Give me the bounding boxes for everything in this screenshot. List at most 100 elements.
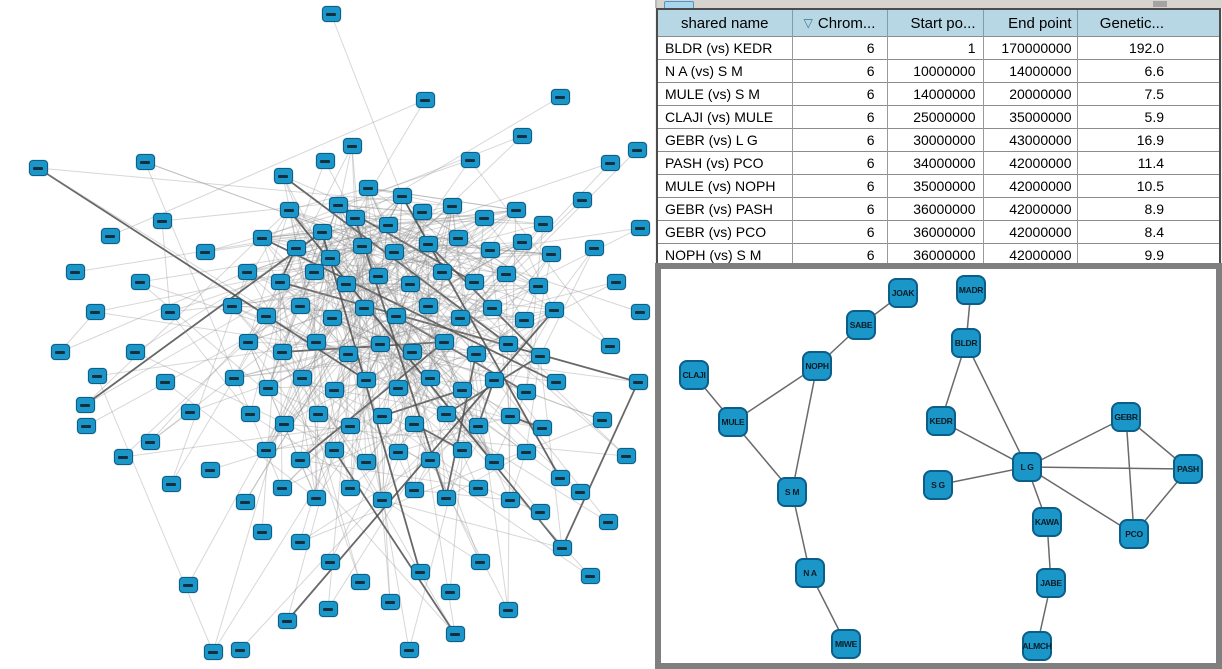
network-node[interactable] (415, 92, 435, 108)
network-node[interactable] (452, 442, 472, 458)
network-node[interactable] (460, 152, 480, 168)
network-node[interactable] (324, 382, 344, 398)
network-node[interactable] (600, 338, 620, 354)
tab-fragment[interactable] (664, 1, 694, 8)
network-node[interactable] (256, 308, 276, 324)
network-node[interactable] (514, 312, 534, 328)
network-node[interactable] (237, 264, 257, 280)
network-node[interactable] (203, 644, 223, 660)
network-node[interactable] (530, 348, 550, 364)
network-node[interactable] (345, 210, 365, 226)
table-row[interactable]: CLAJI (vs) MULE 6 25000000 35000000 5.9 (657, 105, 1220, 129)
network-node[interactable] (402, 344, 422, 360)
network-node[interactable] (277, 613, 297, 629)
column-header-shared-name[interactable]: shared name (657, 9, 792, 37)
network-node-claji[interactable]: CLAJI (679, 360, 709, 390)
network-node[interactable] (418, 298, 438, 314)
network-node[interactable] (434, 334, 454, 350)
network-node[interactable] (420, 452, 440, 468)
table-row[interactable]: N A (vs) S M 6 10000000 14000000 6.6 (657, 59, 1220, 83)
table-row[interactable]: BLDR (vs) KEDR 6 1 170000000 192.0 (657, 36, 1220, 60)
network-node[interactable] (238, 334, 258, 350)
network-node[interactable] (418, 236, 438, 252)
network-node[interactable] (436, 406, 456, 422)
network-node[interactable] (388, 444, 408, 460)
network-node[interactable] (380, 594, 400, 610)
scrollbar-fragment[interactable] (1153, 1, 1167, 7)
network-node[interactable] (272, 344, 292, 360)
network-node-jabe[interactable]: JABE (1036, 568, 1066, 598)
network-node[interactable] (550, 89, 570, 105)
network-node[interactable] (400, 276, 420, 292)
network-node[interactable] (350, 574, 370, 590)
network-node[interactable] (630, 304, 650, 320)
network-node[interactable] (312, 224, 332, 240)
network-node[interactable] (290, 452, 310, 468)
network-node[interactable] (308, 406, 328, 422)
network-node[interactable] (65, 264, 85, 280)
network-node[interactable] (320, 250, 340, 266)
network-node[interactable] (338, 346, 358, 362)
network-node-miwe[interactable]: MIWE (831, 629, 861, 659)
network-node[interactable] (370, 336, 390, 352)
network-node[interactable] (500, 408, 520, 424)
network-node[interactable] (322, 310, 342, 326)
network-node-l-g[interactable]: L G (1012, 452, 1042, 482)
network-node[interactable] (160, 304, 180, 320)
network-node[interactable] (235, 494, 255, 510)
network-node[interactable] (442, 198, 462, 214)
network-node[interactable] (450, 310, 470, 326)
network-node-kedr[interactable]: KEDR (926, 406, 956, 436)
network-node[interactable] (354, 300, 374, 316)
network-node[interactable] (100, 228, 120, 244)
table-row[interactable]: GEBR (vs) PASH 6 36000000 42000000 8.9 (657, 197, 1220, 221)
network-node[interactable] (358, 180, 378, 196)
network-node[interactable] (606, 274, 626, 290)
network-node[interactable] (410, 564, 430, 580)
network-node[interactable] (440, 584, 460, 600)
network-node[interactable] (328, 197, 348, 213)
network-node[interactable] (468, 480, 488, 496)
network-node[interactable] (378, 217, 398, 233)
table-row[interactable]: NOPH (vs) S M 6 36000000 42000000 9.9 (657, 243, 1220, 267)
network-node[interactable] (570, 484, 590, 500)
network-node[interactable] (550, 470, 570, 486)
table-row[interactable]: PASH (vs) PCO 6 34000000 42000000 11.4 (657, 151, 1220, 175)
network-node[interactable] (180, 404, 200, 420)
network-node[interactable] (436, 490, 456, 506)
table-row[interactable]: MULE (vs) S M 6 14000000 20000000 7.5 (657, 82, 1220, 106)
network-node[interactable] (224, 370, 244, 386)
network-node[interactable] (356, 454, 376, 470)
network-node[interactable] (384, 244, 404, 260)
network-node[interactable] (572, 192, 592, 208)
network-node[interactable] (506, 202, 526, 218)
network-node[interactable] (178, 577, 198, 593)
network-node[interactable] (516, 384, 536, 400)
network-node[interactable] (496, 266, 516, 282)
overview-network-canvas[interactable] (0, 0, 655, 669)
network-node-pco[interactable]: PCO (1119, 519, 1149, 549)
network-node[interactable] (315, 153, 335, 169)
network-node[interactable] (399, 642, 419, 658)
network-node[interactable] (627, 142, 647, 158)
network-node[interactable] (258, 380, 278, 396)
network-node[interactable] (541, 246, 561, 262)
table-row[interactable]: GEBR (vs) PCO 6 36000000 42000000 8.4 (657, 220, 1220, 244)
subnetwork-canvas[interactable]: JOAK SABE NOPH CLAJI MULE S M N A MIWE MADR BLDR K… (661, 269, 1216, 663)
network-node[interactable] (113, 449, 133, 465)
network-node[interactable] (498, 602, 518, 618)
network-node[interactable] (484, 454, 504, 470)
network-node[interactable] (482, 300, 502, 316)
network-node[interactable] (200, 462, 220, 478)
network-node[interactable] (195, 244, 215, 260)
network-node[interactable] (512, 234, 532, 250)
network-node[interactable] (528, 278, 548, 294)
network-node-mule[interactable]: MULE (718, 407, 748, 437)
network-node[interactable] (533, 216, 553, 232)
network-node[interactable] (470, 554, 490, 570)
network-node[interactable] (252, 230, 272, 246)
network-node[interactable] (484, 372, 504, 388)
column-header-end-point[interactable]: End point (982, 9, 1077, 37)
network-node-joak[interactable]: JOAK (888, 278, 918, 308)
network-node[interactable] (306, 490, 326, 506)
